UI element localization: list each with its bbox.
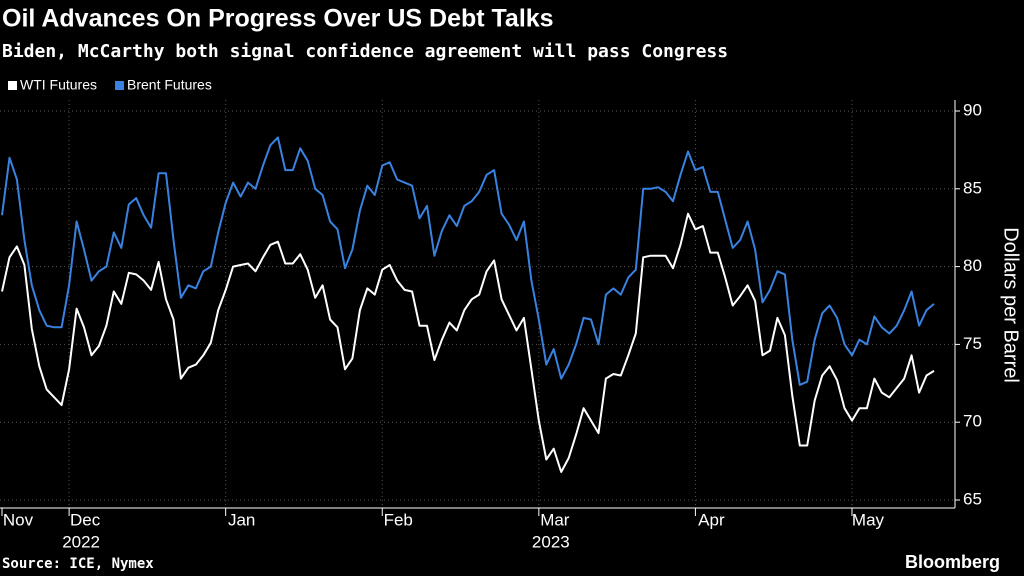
x-tick-label: May (852, 510, 885, 529)
y-tick-label: 85 (963, 178, 982, 197)
x-tick-label: Jan (228, 510, 255, 529)
x-tick-label: Apr (698, 510, 725, 529)
source: Source: ICE, Nymex (2, 556, 154, 572)
y-tick-label: 65 (963, 489, 982, 508)
legend-swatch (115, 81, 125, 90)
legend-label: Brent Futures (127, 77, 212, 93)
y-tick-label: 90 (963, 100, 982, 119)
chart-subtitle: Biden, McCarthy both signal confidence a… (2, 41, 728, 62)
brand: Bloomberg (905, 552, 1000, 572)
legend-label: WTI Futures (20, 77, 97, 93)
series-line (1, 136, 935, 386)
year-label: 2023 (532, 532, 570, 551)
x-tick-label: Mar (540, 510, 570, 529)
legend-swatch (8, 81, 17, 90)
y-tick-label: 80 (963, 256, 982, 275)
y-axis-label: Dollars per Barrel (1000, 227, 1022, 383)
y-tick-label: 75 (963, 334, 982, 353)
y-tick-label: 70 (963, 412, 982, 431)
chart-title: Oil Advances On Progress Over US Debt Ta… (2, 5, 554, 33)
year-label: 2022 (62, 532, 100, 551)
x-tick-label: Dec (70, 510, 101, 529)
series-line (1, 212, 935, 473)
x-tick-label: Nov (3, 510, 34, 529)
x-tick-label: Feb (384, 510, 413, 529)
